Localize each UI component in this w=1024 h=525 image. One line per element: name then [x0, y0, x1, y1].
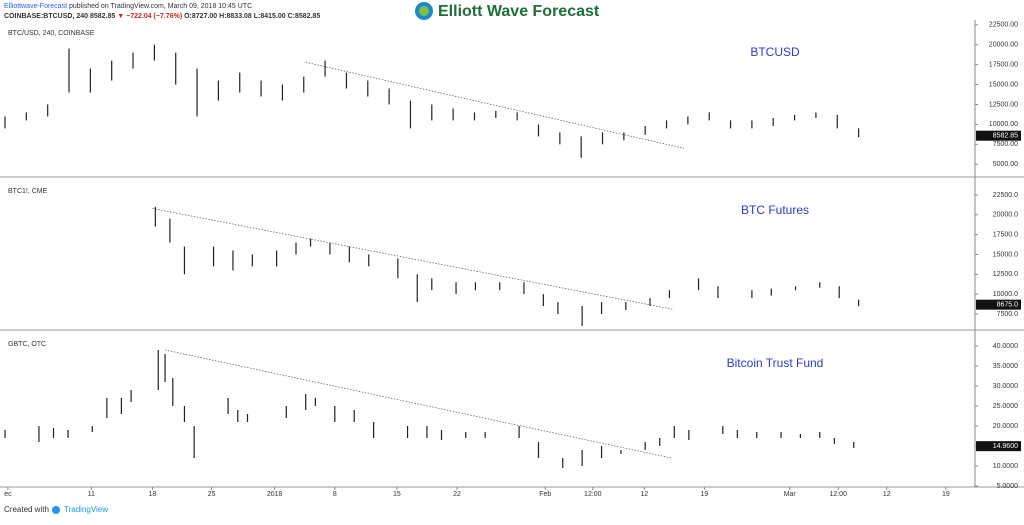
y-tick-label: 17500.00 [989, 61, 1018, 68]
x-tick-label: 12:00 [829, 491, 847, 498]
panel-title: GBTC, OTC [8, 341, 46, 348]
last-price-label: 8582.85 [993, 133, 1018, 140]
ohlc: O:8727.00 H:8833.08 L:8415.00 C:8582.85 [184, 13, 320, 20]
y-tick-label: 10.0000 [993, 463, 1018, 470]
x-tick-label: 12 [883, 491, 891, 498]
x-tick-label: 11 [88, 491, 95, 498]
y-tick-label: 22500.00 [989, 22, 1018, 29]
x-tick-label: 12 [640, 491, 648, 498]
x-tick-label: 19 [700, 491, 708, 498]
y-tick-label: 22500.0 [993, 192, 1018, 199]
publisher[interactable]: Elliottwave-Forecast [4, 3, 67, 10]
x-tick-label: ec [4, 491, 12, 498]
last-price-label: 14.9600 [993, 443, 1018, 450]
published: published on TradingView.com, March 09, … [69, 3, 252, 10]
y-tick-label: 40.0000 [993, 343, 1018, 350]
last-price-box [976, 441, 1021, 452]
x-tick-label: 15 [393, 491, 401, 498]
footer-brand[interactable]: TradingView [64, 505, 108, 514]
panel-title: BTC/USD, 240, COINBASE [8, 30, 95, 37]
y-tick-label: 12500.00 [989, 101, 1018, 108]
panel-annotation: BTCUSD [750, 45, 800, 59]
change: ▼ −722.04 (−7.76%) [117, 13, 182, 20]
x-tick-label: 19 [942, 491, 950, 498]
y-tick-label: 30.0000 [993, 383, 1018, 390]
y-tick-label: 10000.00 [989, 121, 1018, 128]
panel-annotation: Bitcoin Trust Fund [727, 356, 824, 370]
x-tick-label: 25 [208, 491, 216, 498]
logo-text: Elliott Wave Forecast [438, 3, 600, 20]
symbol: COINBASE:BTCUSD, 240 [4, 13, 88, 20]
panel-annotation: BTC Futures [741, 203, 809, 217]
x-tick-label: Mar [784, 491, 797, 498]
x-tick-label: 18 [149, 491, 157, 498]
y-tick-label: 20000.0 [993, 212, 1018, 219]
trendline [164, 349, 672, 459]
symbol-line: COINBASE:BTCUSD, 240 8582.85 ▼ −722.04 (… [4, 13, 320, 20]
tv-icon [52, 506, 60, 514]
y-tick-label: 35.0000 [993, 363, 1018, 370]
y-tick-label: 17500.0 [993, 231, 1018, 238]
y-tick-label: 25.0000 [993, 403, 1018, 410]
last-price-label: 8675.0 [997, 301, 1019, 308]
footer-created: Created with [4, 505, 49, 514]
last-price-box [976, 130, 1021, 141]
x-tick-label: 22 [453, 491, 461, 498]
y-tick-label: 20.0000 [993, 423, 1018, 430]
last: 8582.85 [90, 13, 115, 20]
x-tick-label: 12:00 [584, 491, 602, 498]
y-tick-label: 20000.00 [989, 42, 1018, 49]
x-tick-label: Feb [539, 491, 551, 498]
x-tick-label: 8 [333, 491, 337, 498]
trendline [152, 208, 673, 310]
y-tick-label: 15000.00 [989, 81, 1018, 88]
y-tick-label: 7500.00 [993, 141, 1018, 148]
y-tick-label: 5000.00 [993, 161, 1018, 168]
y-tick-label: 5.0000 [997, 483, 1019, 490]
y-tick-label: 10000.0 [993, 291, 1018, 298]
x-tick-label: 2018 [267, 491, 283, 498]
y-tick-label: 7500.0 [997, 311, 1019, 318]
panel-title: BTC1!, CME [8, 188, 48, 195]
last-price-box [976, 299, 1021, 310]
y-tick-label: 12500.0 [993, 271, 1018, 278]
y-tick-label: 15000.0 [993, 251, 1018, 258]
header-line: Elliottwave-Forecast published on Tradin… [4, 3, 252, 10]
logo-icon-inner [419, 6, 429, 16]
